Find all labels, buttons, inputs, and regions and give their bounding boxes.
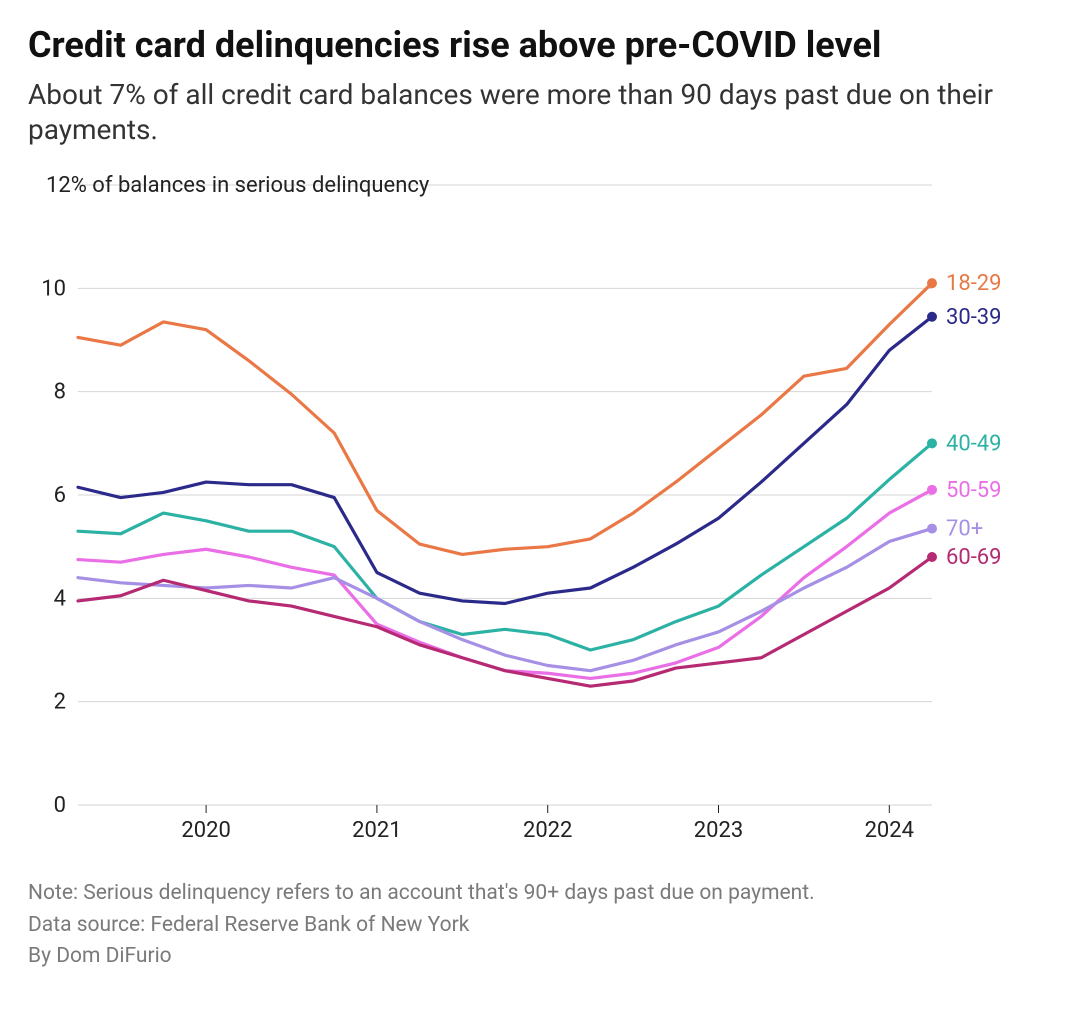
y-axis-tick-label: 6: [54, 483, 66, 508]
chart-footnotes: Note: Serious delinquency refers to an a…: [28, 879, 1052, 971]
series-label-30-39: 30-39: [946, 305, 1002, 330]
series-label-18-29: 18-29: [946, 271, 1002, 296]
series-end-marker-30-39: [927, 312, 937, 322]
y-axis-tick-label: 0: [54, 793, 66, 818]
x-axis-tick-label: 2022: [523, 818, 572, 843]
series-line-50-59: [78, 490, 932, 679]
y-axis-tick-label: 8: [54, 380, 66, 405]
y-axis-tick-label: 2: [54, 690, 66, 715]
y-axis-tick-label: 4: [54, 587, 66, 612]
y-axis-title: 12% of balances in serious delinquency: [46, 173, 430, 198]
chart-page: Credit card delinquencies rise above pre…: [0, 0, 1080, 1012]
footnote-note: Note: Serious delinquency refers to an a…: [28, 879, 1052, 908]
series-line-18-29: [78, 283, 932, 554]
footnote-source: Data source: Federal Reserve Bank of New…: [28, 911, 1052, 940]
footnote-byline: By Dom DiFurio: [28, 942, 1052, 971]
line-chart: 0 2 4 6 8 10 12% of balances in serious delinq…: [28, 165, 1052, 865]
series-label-60-69: 60-69: [946, 545, 1002, 570]
chart-container: 0 2 4 6 8 10 12% of balances in serious delinq…: [28, 165, 1052, 865]
series-end-marker-60-69: [927, 552, 937, 562]
series-end-marker-40-49: [927, 439, 937, 449]
series-line-40-49: [78, 444, 932, 651]
chart-subtitle: About 7% of all credit card balances wer…: [28, 77, 1052, 147]
x-axis-tick-label: 2024: [865, 818, 914, 843]
series-line-30-39: [78, 317, 932, 604]
chart-title: Credit card delinquencies rise above pre…: [28, 24, 1052, 67]
x-axis-tick-label: 2021: [352, 818, 401, 843]
x-axis-tick-label: 2020: [181, 818, 230, 843]
series-end-marker-50-59: [927, 485, 937, 495]
series-label-40-49: 40-49: [946, 432, 1002, 457]
x-axis-tick-label: 2023: [694, 818, 743, 843]
y-axis-tick-label: 10: [41, 277, 66, 302]
series-end-marker-70+: [927, 524, 937, 534]
series-label-70+: 70+: [946, 517, 983, 542]
series-end-marker-18-29: [927, 278, 937, 288]
series-label-50-59: 50-59: [946, 478, 1002, 503]
